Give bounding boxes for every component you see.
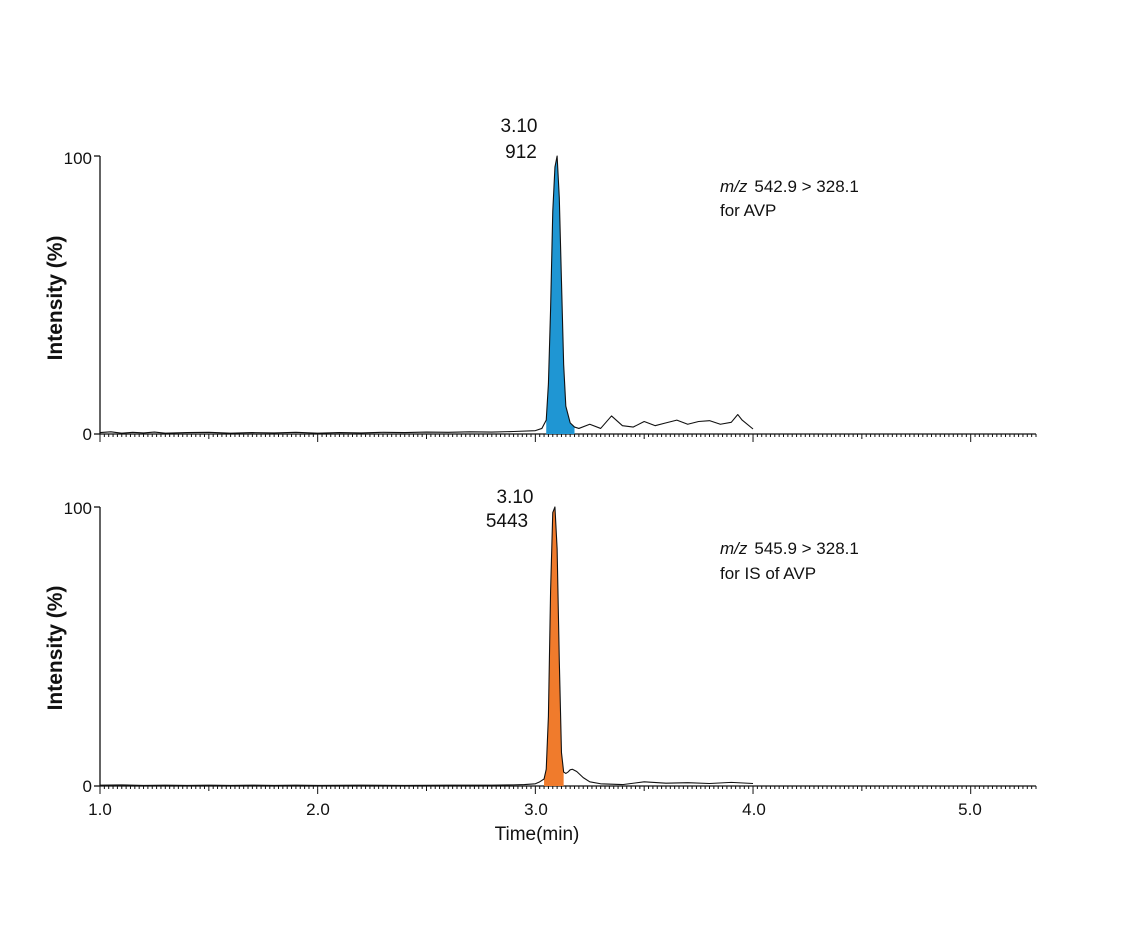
y-tick-label-0-bottom: 0 <box>83 777 92 796</box>
panel-is-avp: Intensity (%) 100 0 3.10 5443 m/z 545.9 >… <box>44 487 1037 845</box>
peak-intensity-label-top: 912 <box>505 142 537 163</box>
compound-label-bottom: for IS of AVP <box>720 564 816 583</box>
y-tick-label-100-bottom: 100 <box>64 499 92 518</box>
plot-area-bottom <box>94 506 1037 794</box>
y-tick-label-0-top: 0 <box>83 425 92 444</box>
x-tick-label-4: 4.0 <box>742 800 766 819</box>
peak-fill-top <box>546 156 575 434</box>
chromatogram-trace-top <box>99 155 754 434</box>
peak-rt-label-top: 3.10 <box>501 116 538 137</box>
mz-prefix-top: m/z <box>720 177 748 196</box>
mz-values-top: 542.9 > 328.1 <box>754 177 858 196</box>
panel-avp: Intensity (%) 100 0 3.10 912 m/z 542.9 > … <box>44 116 1037 444</box>
peak-intensity-label-bottom: 5443 <box>486 511 528 532</box>
x-tick-label-3: 3.0 <box>524 800 548 819</box>
mz-values-bottom: 545.9 > 328.1 <box>754 539 858 558</box>
x-tick-label-2: 2.0 <box>306 800 330 819</box>
y-axis-label-top: Intensity (%) <box>44 236 67 361</box>
mz-prefix-bottom: m/z <box>720 539 748 558</box>
transition-label-bottom: m/z 545.9 > 328.1 <box>720 539 859 558</box>
x-axis-label: Time(min) <box>495 824 580 845</box>
x-tick-label-5: 5.0 <box>958 800 982 819</box>
peak-rt-label-bottom: 3.10 <box>497 487 534 508</box>
y-axis-label-bottom: Intensity (%) <box>44 586 67 711</box>
x-tick-label-1: 1.0 <box>88 800 112 819</box>
compound-label-top: for AVP <box>720 201 776 220</box>
plot-area-top <box>94 155 1037 442</box>
y-tick-label-100-top: 100 <box>64 149 92 168</box>
chromatogram-trace-bottom <box>99 506 754 786</box>
transition-label-top: m/z 542.9 > 328.1 <box>720 177 859 196</box>
